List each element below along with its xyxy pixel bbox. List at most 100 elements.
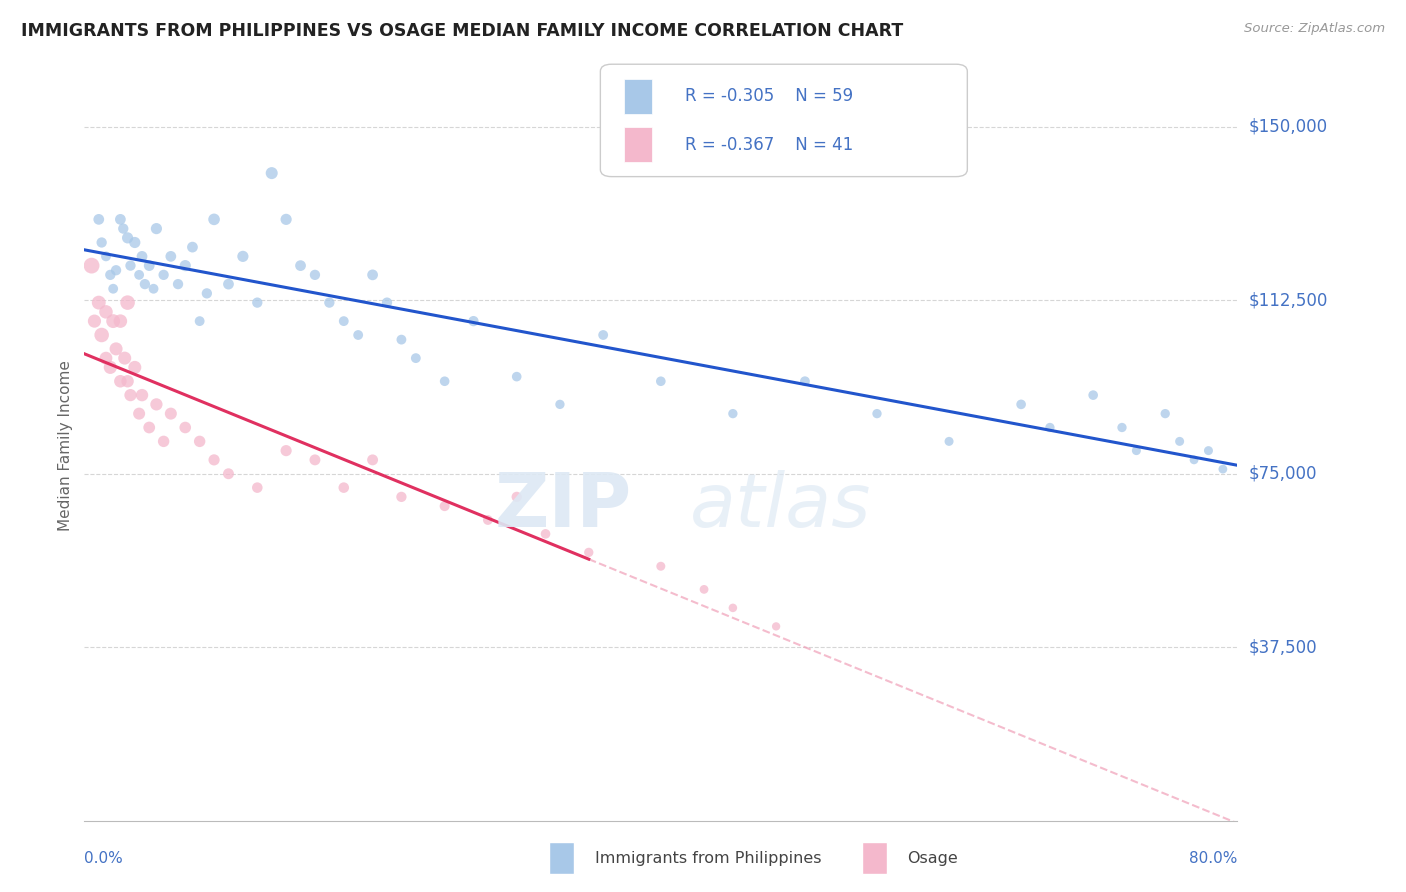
Point: [391, 490, 413, 504]
Point: [1125, 443, 1147, 458]
Y-axis label: Median Family Income: Median Family Income: [58, 360, 73, 532]
Point: [142, 282, 165, 296]
Point: [110, 212, 132, 227]
Point: [534, 527, 557, 541]
Point: [290, 259, 312, 273]
Point: [477, 513, 499, 527]
Text: Source: ZipAtlas.com: Source: ZipAtlas.com: [1244, 22, 1385, 36]
Point: [103, 314, 124, 328]
Point: [90, 328, 112, 343]
Point: [167, 277, 190, 292]
Point: [128, 268, 150, 282]
Point: [98, 360, 121, 375]
Text: Immigrants from Philippines: Immigrants from Philippines: [595, 851, 821, 865]
Point: [188, 314, 211, 328]
Point: [693, 582, 716, 597]
Point: [260, 166, 283, 180]
Text: R = -0.305    N = 59: R = -0.305 N = 59: [685, 87, 853, 105]
Point: [463, 314, 485, 328]
Point: [938, 434, 960, 449]
Point: [578, 545, 600, 559]
Point: [1154, 407, 1177, 421]
Point: [765, 619, 787, 633]
Point: [405, 351, 427, 365]
Point: [202, 453, 225, 467]
Point: [105, 263, 128, 277]
Point: [318, 295, 340, 310]
Point: [548, 397, 571, 411]
Point: [304, 453, 326, 467]
Point: [333, 481, 356, 495]
Point: [117, 374, 139, 388]
Point: [152, 434, 174, 449]
Point: [124, 360, 146, 375]
Point: [433, 499, 456, 513]
Point: [174, 420, 197, 434]
Point: [391, 333, 413, 347]
Point: [433, 374, 456, 388]
Text: 0.0%: 0.0%: [84, 851, 124, 866]
Point: [128, 407, 150, 421]
Text: Osage: Osage: [907, 851, 957, 865]
Point: [114, 351, 136, 365]
Point: [218, 277, 240, 292]
Point: [90, 235, 112, 250]
Point: [202, 212, 225, 227]
Point: [105, 342, 128, 356]
Point: [131, 249, 153, 263]
Point: [361, 268, 384, 282]
Point: [120, 388, 142, 402]
Text: IMMIGRANTS FROM PHILIPPINES VS OSAGE MEDIAN FAMILY INCOME CORRELATION CHART: IMMIGRANTS FROM PHILIPPINES VS OSAGE MED…: [21, 22, 903, 40]
Point: [160, 249, 183, 263]
Point: [181, 240, 204, 254]
Point: [110, 374, 132, 388]
Point: [134, 277, 156, 292]
Point: [94, 249, 117, 263]
Point: [117, 231, 139, 245]
Point: [87, 295, 110, 310]
Point: [1182, 453, 1205, 467]
Text: $75,000: $75,000: [1249, 465, 1317, 483]
Point: [188, 434, 211, 449]
Point: [195, 286, 218, 301]
Point: [138, 259, 160, 273]
Point: [794, 374, 817, 388]
Point: [506, 490, 529, 504]
Text: ZIP: ZIP: [495, 469, 633, 542]
Point: [246, 481, 269, 495]
Point: [347, 328, 370, 343]
Point: [138, 420, 160, 434]
Point: [112, 221, 135, 235]
Point: [110, 314, 132, 328]
Point: [94, 305, 117, 319]
Point: [361, 453, 384, 467]
Point: [246, 295, 269, 310]
Point: [721, 407, 744, 421]
Point: [174, 259, 197, 273]
Point: [592, 328, 614, 343]
Point: [152, 268, 174, 282]
Point: [218, 467, 240, 481]
Point: [160, 407, 183, 421]
Point: [1212, 462, 1234, 476]
Point: [1168, 434, 1191, 449]
Point: [650, 374, 672, 388]
Point: [103, 282, 124, 296]
Point: [375, 295, 398, 310]
Point: [866, 407, 889, 421]
Point: [333, 314, 356, 328]
Point: [145, 397, 167, 411]
Point: [87, 212, 110, 227]
Text: $112,500: $112,500: [1249, 292, 1327, 310]
Text: R = -0.367    N = 41: R = -0.367 N = 41: [685, 136, 853, 153]
Point: [120, 259, 142, 273]
Text: atlas: atlas: [690, 470, 872, 542]
Point: [94, 351, 117, 365]
Point: [117, 295, 139, 310]
Text: $150,000: $150,000: [1249, 118, 1327, 136]
Text: $37,500: $37,500: [1249, 638, 1317, 657]
Point: [506, 369, 529, 384]
Point: [304, 268, 326, 282]
Point: [1111, 420, 1133, 434]
Point: [1198, 443, 1220, 458]
